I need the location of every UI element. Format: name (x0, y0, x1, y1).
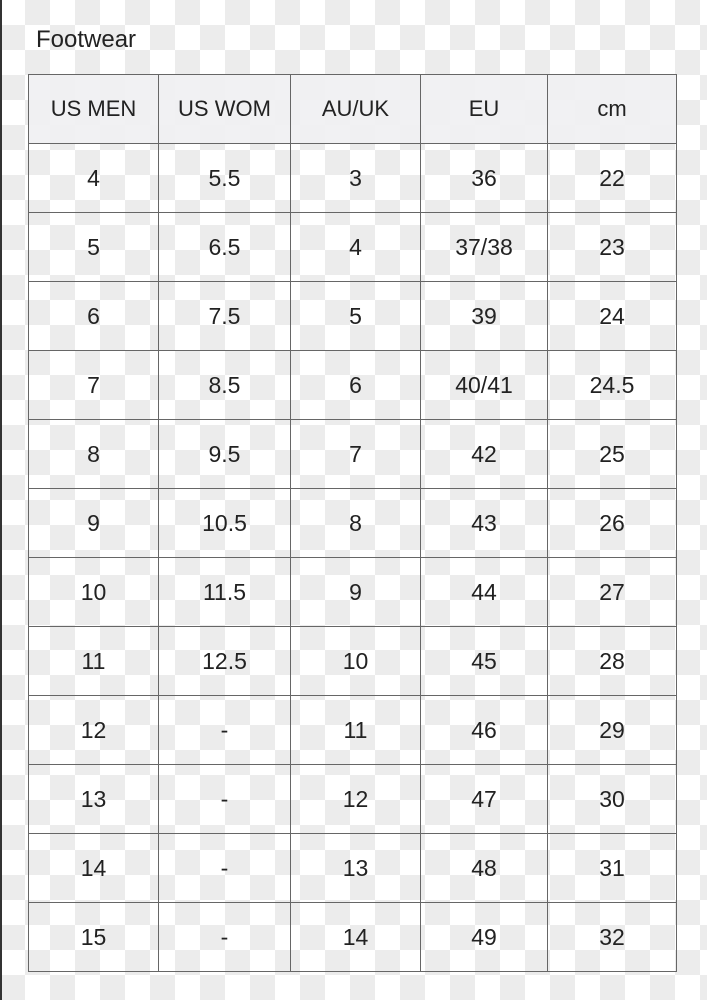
page-title: Footwear (36, 26, 137, 53)
table-row: 7 8.5 6 40/41 24.5 (28, 350, 677, 420)
table-cell: 13 (290, 833, 421, 903)
table-cell: 7 (290, 419, 421, 489)
table-cell: 22 (547, 143, 677, 213)
table-cell: 24 (547, 281, 677, 351)
table-cell: - (158, 902, 291, 972)
column-header: cm (547, 74, 677, 144)
table-row: 15-14 49 32 (28, 902, 677, 972)
table-cell: 48 (420, 833, 548, 903)
table-cell: 29 (547, 695, 677, 765)
table-cell: 44 (420, 557, 548, 627)
table-cell: 23 (547, 212, 677, 282)
table-cell: 4 (290, 212, 421, 282)
column-header: EU (420, 74, 548, 144)
table-cell: 8 (28, 419, 159, 489)
table-cell: 27 (547, 557, 677, 627)
table-cell: 9 (290, 557, 421, 627)
table-cell: 12 (290, 764, 421, 834)
table-row: 5 6.5 4 37/38 23 (28, 212, 677, 282)
table-cell: 14 (290, 902, 421, 972)
table-cell: 11.5 (158, 557, 291, 627)
table-cell: 40/41 (420, 350, 548, 420)
table-row: 11 12.5 10 45 28 (28, 626, 677, 696)
table-cell: 7 (28, 350, 159, 420)
table-cell: 24.5 (547, 350, 677, 420)
table-cell: 9.5 (158, 419, 291, 489)
table-cell: 10 (28, 557, 159, 627)
table-row: 12-11 46 29 (28, 695, 677, 765)
table-cell: 36 (420, 143, 548, 213)
table-cell: 5 (28, 212, 159, 282)
table-cell: 46 (420, 695, 548, 765)
table-cell: 49 (420, 902, 548, 972)
table-cell: 5.5 (158, 143, 291, 213)
table-cell: 42 (420, 419, 548, 489)
table-cell: 6 (28, 281, 159, 351)
table-row: 10 11.5 9 44 27 (28, 557, 677, 627)
table-cell: 8.5 (158, 350, 291, 420)
table-row: 14-13 48 31 (28, 833, 677, 903)
table-cell: 6.5 (158, 212, 291, 282)
table-cell: 12 (28, 695, 159, 765)
table-cell: 10 (290, 626, 421, 696)
table-cell: - (158, 833, 291, 903)
table-cell: 8 (290, 488, 421, 558)
column-header: US MEN (28, 74, 159, 144)
table-cell: 6 (290, 350, 421, 420)
left-edge-divider (0, 0, 2, 1000)
table-row: 4 5.5 3 36 22 (28, 143, 677, 213)
table-cell: 30 (547, 764, 677, 834)
table-row: 8 9.5 7 42 25 (28, 419, 677, 489)
table-cell: 37/38 (420, 212, 548, 282)
header-row: US MEN US WOM AU/UK EU cm (28, 74, 677, 144)
table-cell: 3 (290, 143, 421, 213)
table-cell: 45 (420, 626, 548, 696)
table-row: 9 10.5 8 43 26 (28, 488, 677, 558)
table-cell: 4 (28, 143, 159, 213)
table-cell: 26 (547, 488, 677, 558)
table-cell: 12.5 (158, 626, 291, 696)
table-cell: 9 (28, 488, 159, 558)
table-cell: 10.5 (158, 488, 291, 558)
table-cell: - (158, 695, 291, 765)
table-cell: 14 (28, 833, 159, 903)
table-cell: 39 (420, 281, 548, 351)
column-header: US WOM (158, 74, 291, 144)
column-header: AU/UK (290, 74, 421, 144)
table-cell: 28 (547, 626, 677, 696)
table-row: 6 7.5 5 39 24 (28, 281, 677, 351)
size-chart-table: US MEN US WOM AU/UK EU cm 4 5.5 3 36 22 5 6.5 4 37/3… (28, 74, 677, 972)
table-cell: - (158, 764, 291, 834)
table-cell: 5 (290, 281, 421, 351)
table-cell: 11 (290, 695, 421, 765)
table-row: 13-12 47 30 (28, 764, 677, 834)
table-cell: 31 (547, 833, 677, 903)
table-cell: 7.5 (158, 281, 291, 351)
table-cell: 25 (547, 419, 677, 489)
table-cell: 11 (28, 626, 159, 696)
table-cell: 47 (420, 764, 548, 834)
table-cell: 13 (28, 764, 159, 834)
table-cell: 32 (547, 902, 677, 972)
table-cell: 43 (420, 488, 548, 558)
table-cell: 15 (28, 902, 159, 972)
